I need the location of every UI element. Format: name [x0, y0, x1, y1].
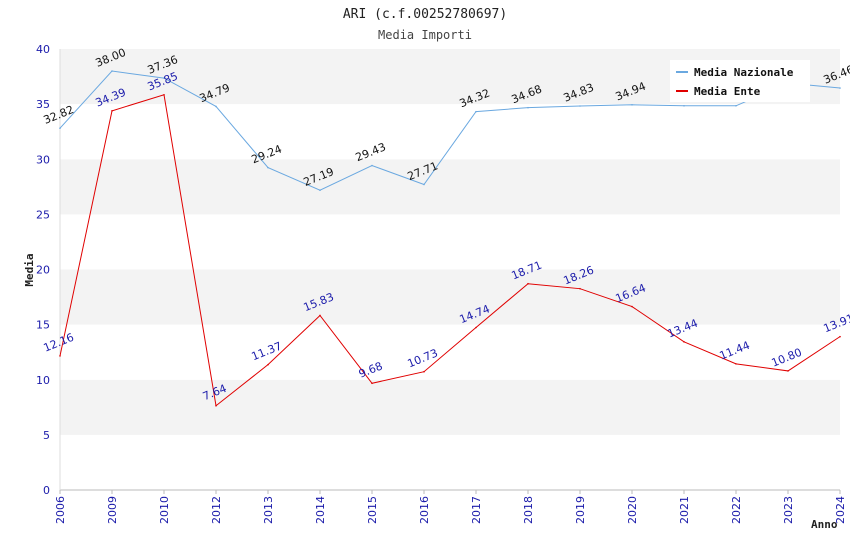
data-point	[683, 104, 685, 107]
legend: Media Nazionale Media Ente	[670, 60, 810, 102]
data-point	[163, 93, 165, 96]
data-point	[319, 189, 321, 192]
y-tick-label: 10	[36, 374, 50, 387]
y-axis-label: Media	[23, 253, 36, 286]
grid-band	[60, 324, 840, 380]
data-point	[631, 305, 633, 308]
x-axis-ticks: 2006 2009 2010 2012 2013 2014 2015 2016 2017 2018…	[54, 490, 847, 524]
data-point	[267, 166, 269, 169]
data-point	[371, 382, 373, 385]
y-tick-label: 30	[36, 153, 50, 166]
data-point	[215, 105, 217, 108]
x-tick-label: 2012	[210, 496, 223, 524]
x-tick-label: 2015	[366, 496, 379, 524]
data-point	[839, 87, 841, 89]
data-point	[579, 105, 581, 107]
x-tick-label: 2022	[730, 496, 743, 524]
legend-label: Media Ente	[694, 85, 761, 98]
data-point	[423, 183, 425, 186]
data-point	[735, 104, 737, 107]
grid-band	[60, 159, 840, 215]
y-tick-label: 40	[36, 43, 50, 56]
data-point	[111, 70, 113, 72]
x-tick-label: 2006	[54, 496, 67, 524]
series-line-media-nazionale	[59, 70, 841, 191]
grid-band	[60, 104, 840, 160]
grid-band	[60, 379, 840, 435]
x-tick-label: 2021	[678, 496, 691, 524]
x-tick-label: 2018	[522, 496, 535, 524]
data-point	[111, 110, 113, 112]
data-point	[579, 287, 581, 290]
y-axis-ticks: 0 5 10 15 20 25 30 35 40	[36, 43, 50, 497]
legend-label: Media Nazionale	[694, 66, 794, 79]
series-line-media-ente	[59, 94, 841, 407]
data-point	[631, 103, 633, 106]
x-tick-label: 2019	[574, 496, 587, 524]
data-point	[683, 341, 685, 343]
series-lines	[59, 70, 841, 407]
data-point	[319, 314, 321, 317]
y-tick-label: 25	[36, 208, 50, 221]
x-tick-label: 2024	[834, 496, 847, 524]
data-point	[475, 110, 477, 113]
data-point	[527, 282, 529, 285]
data-point	[839, 335, 841, 338]
x-axis-label: Anno	[811, 518, 838, 531]
data-point	[59, 127, 61, 129]
data-point	[163, 77, 165, 79]
legend-box	[670, 60, 810, 102]
x-tick-label: 2016	[418, 496, 431, 524]
y-tick-label: 35	[36, 98, 50, 111]
data-point	[59, 355, 61, 357]
data-point	[735, 363, 737, 365]
grid-band	[60, 434, 840, 490]
x-tick-label: 2023	[782, 496, 795, 524]
chart-title: ARI (c.f.00252780697)	[343, 7, 507, 22]
data-point	[371, 164, 373, 167]
data-point	[475, 326, 477, 329]
data-point	[527, 106, 529, 109]
grid-band	[60, 269, 840, 325]
data-point	[423, 370, 425, 373]
x-tick-label: 2020	[626, 496, 639, 524]
x-tick-label: 2009	[106, 496, 119, 524]
x-tick-label: 2010	[158, 496, 171, 524]
x-tick-label: 2014	[314, 496, 327, 524]
grid-bands	[60, 49, 840, 490]
x-tick-label: 2013	[262, 496, 275, 524]
chart-subtitle: Media Importi	[378, 28, 472, 42]
data-point	[787, 370, 789, 372]
data-point	[215, 404, 217, 407]
grid-band	[60, 214, 840, 270]
y-tick-label: 20	[36, 264, 50, 277]
y-tick-label: 0	[43, 484, 50, 497]
y-tick-label: 5	[43, 429, 50, 442]
x-tick-label: 2017	[470, 496, 483, 524]
data-point	[267, 363, 269, 366]
y-tick-label: 15	[36, 319, 50, 332]
